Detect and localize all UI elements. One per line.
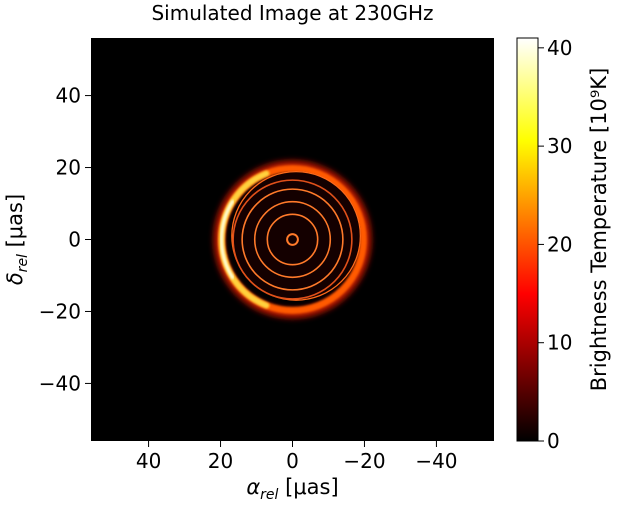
inner-ring xyxy=(232,179,353,300)
x-tick-label: 0 xyxy=(286,449,299,473)
heatmap-plot-area xyxy=(91,38,494,441)
x-tick-label: 20 xyxy=(208,449,233,473)
y-tick-label: −20 xyxy=(39,299,81,323)
inner-ring xyxy=(241,188,344,291)
photon-ring-peak xyxy=(220,199,235,280)
black-hole-image xyxy=(213,160,372,319)
inner-ring xyxy=(253,200,332,279)
y-tick-label: −40 xyxy=(39,371,81,395)
x-tick-label: 40 xyxy=(136,449,161,473)
colorbar-gradient xyxy=(516,37,539,442)
y-tick-label: 40 xyxy=(56,84,81,108)
colorbar-tick-label: 30 xyxy=(547,134,572,158)
inner-ring xyxy=(286,233,299,246)
colorbar: 0 10 20 30 40 Brightness Temperature [10⁹K] xyxy=(516,36,611,453)
shadow-disk-edge xyxy=(231,170,362,301)
y-tick-label: 20 xyxy=(56,156,81,180)
inner-ring xyxy=(266,213,319,266)
y-axis-label: δrel [μas] xyxy=(3,194,31,285)
x-axis: 40 20 0 −20 −40 xyxy=(136,441,458,473)
colorbar-tick-label: 10 xyxy=(547,331,572,355)
x-tick-label: −40 xyxy=(415,449,457,473)
y-axis: 40 20 0 −20 −40 xyxy=(39,84,91,395)
y-tick-label: 0 xyxy=(68,228,81,252)
colorbar-label: Brightness Temperature [10⁹K] xyxy=(587,68,611,392)
colorbar-tick-label: 20 xyxy=(547,232,572,256)
colorbar-tick-label: 40 xyxy=(547,36,572,60)
colorbar-ticks: 0 10 20 30 40 xyxy=(538,36,572,453)
colorbar-tick-label: 0 xyxy=(547,429,560,453)
x-tick-label: −20 xyxy=(343,449,385,473)
chart-title: Simulated Image at 230GHz xyxy=(151,1,433,25)
x-axis-label: αrel [μas] xyxy=(246,475,338,503)
